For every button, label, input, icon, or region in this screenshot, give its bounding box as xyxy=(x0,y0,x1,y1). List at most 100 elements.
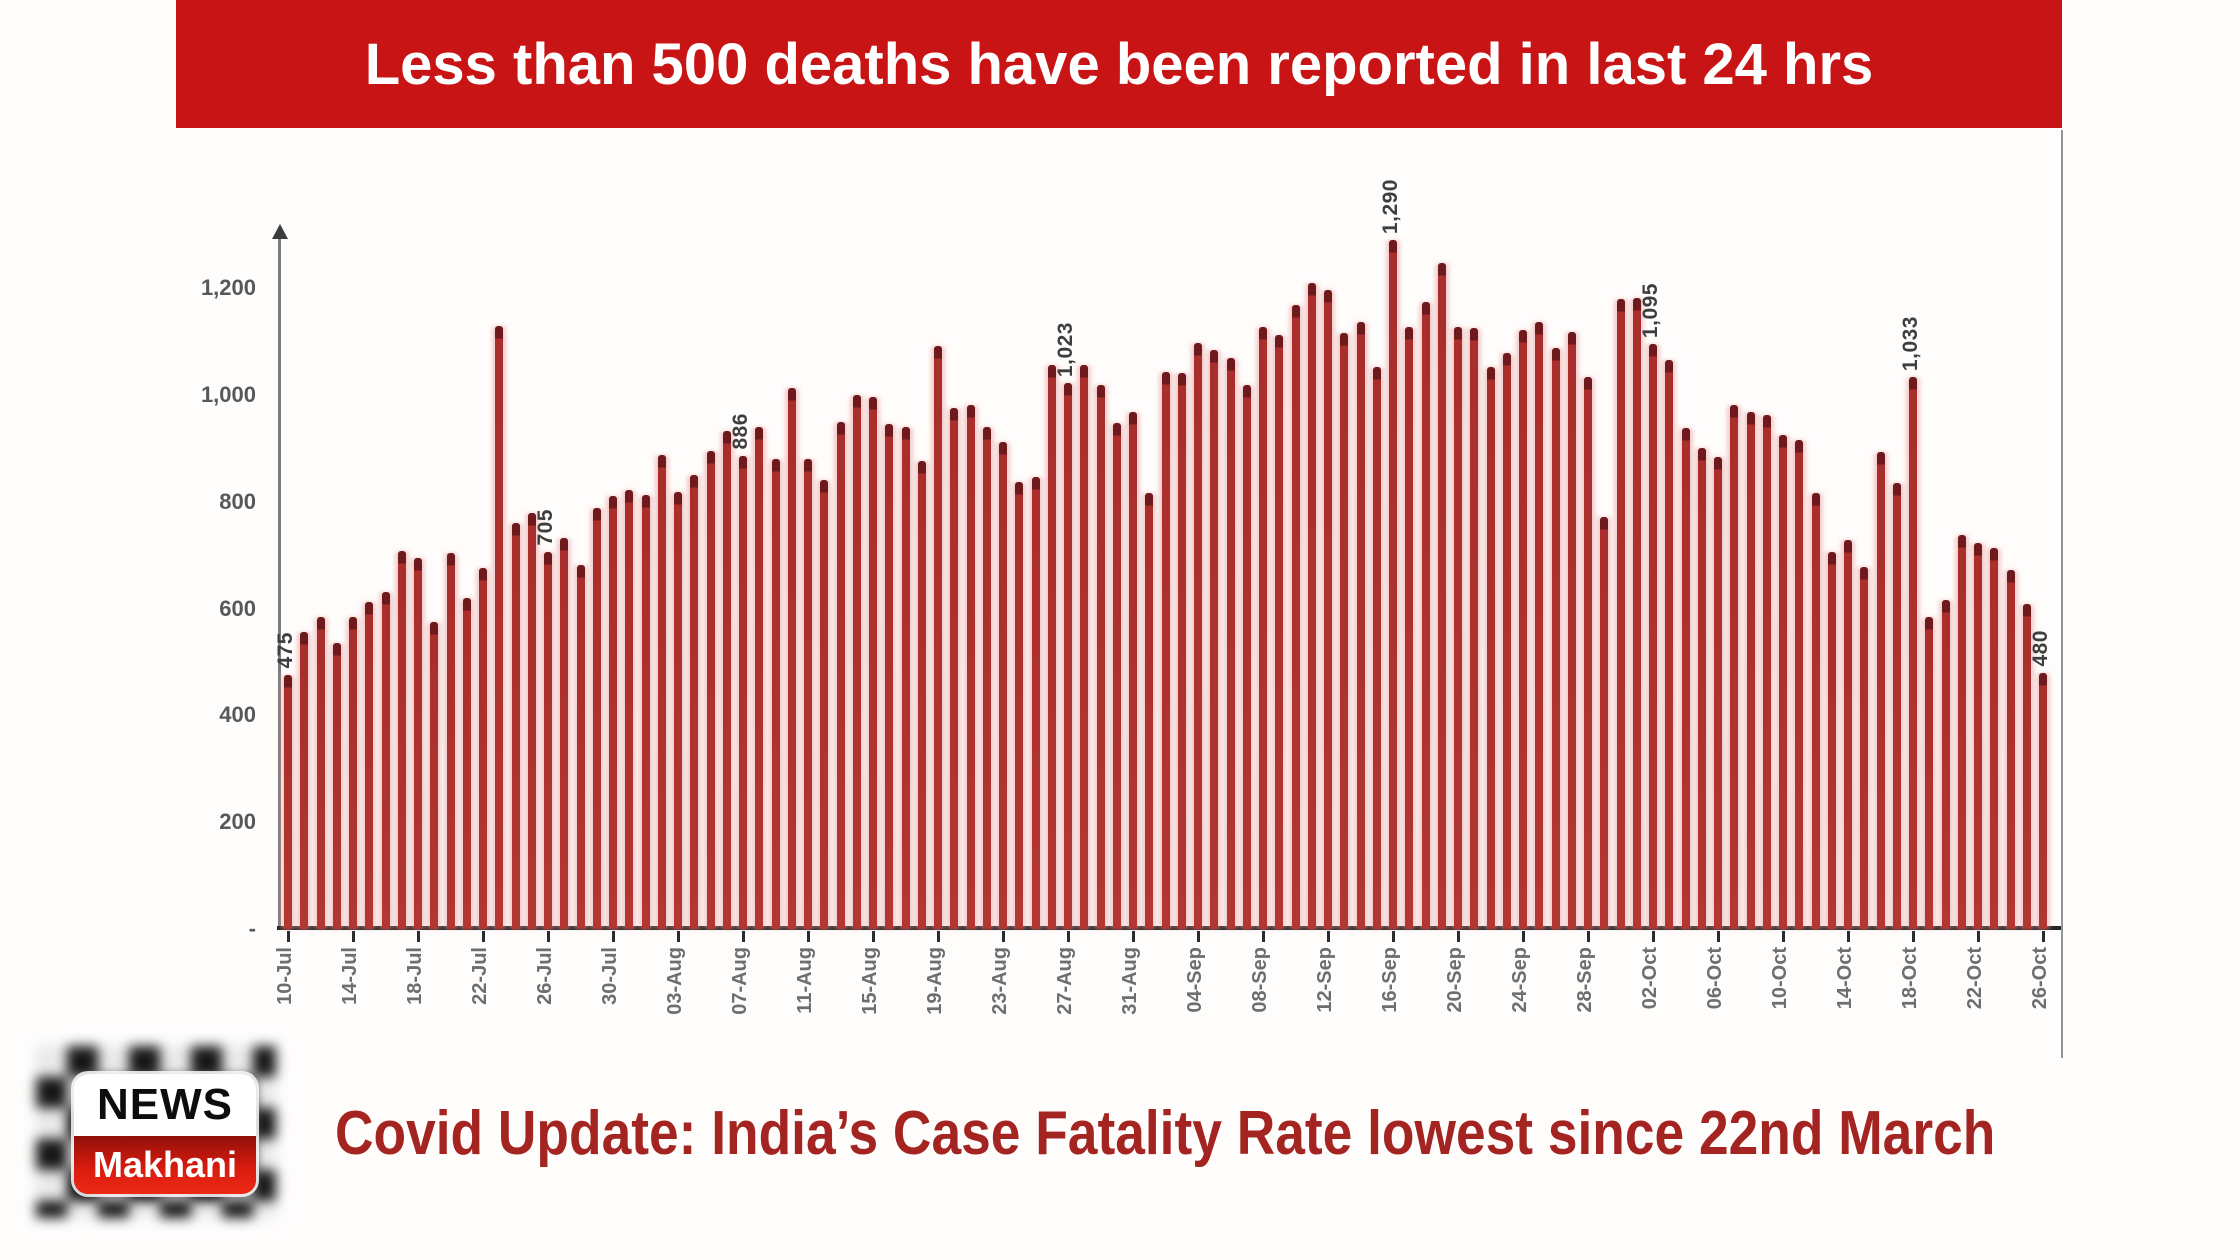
x-tick-mark xyxy=(1977,931,1980,942)
bar xyxy=(1405,327,1414,929)
bar-value-label: 1,290 xyxy=(1379,178,1402,234)
x-tick-mark xyxy=(287,931,290,942)
bar xyxy=(1811,493,1820,929)
bar xyxy=(1161,372,1170,929)
headline-banner: Less than 500 deaths have been reported … xyxy=(176,0,2062,128)
bar xyxy=(690,475,699,929)
bar xyxy=(495,326,504,929)
bar xyxy=(657,455,666,929)
x-tick-label: 26-Jul xyxy=(534,947,556,1005)
bar xyxy=(1714,457,1722,929)
bar xyxy=(1421,302,1430,929)
bar xyxy=(2022,604,2031,929)
bar xyxy=(787,388,796,929)
bar xyxy=(1827,552,1836,929)
bar-value-label: 475 xyxy=(274,632,297,669)
bar xyxy=(332,643,341,929)
y-tick-label: 1,200 xyxy=(200,275,256,301)
bar xyxy=(1600,517,1609,929)
bar xyxy=(349,617,357,929)
bar xyxy=(934,346,942,929)
x-tick-mark xyxy=(1457,931,1460,942)
bar xyxy=(1259,327,1267,929)
bar xyxy=(1584,377,1592,929)
x-tick-label: 04-Sep xyxy=(1184,947,1206,1013)
bar xyxy=(2006,570,2015,929)
x-tick-label: 16-Sep xyxy=(1379,947,1401,1013)
x-tick-label: 19-Aug xyxy=(924,947,946,1015)
x-tick-label: 31-Aug xyxy=(1119,947,1141,1015)
news-makhani-logo: NEWS Makhani xyxy=(36,1046,276,1218)
bar xyxy=(1909,377,1917,929)
bar xyxy=(1502,353,1511,929)
y-tick-label: 800 xyxy=(219,488,256,514)
y-axis xyxy=(278,238,281,929)
bar xyxy=(1096,385,1105,929)
bar xyxy=(1779,435,1787,929)
bar xyxy=(1665,360,1674,929)
x-tick-mark xyxy=(1522,931,1525,942)
x-tick-mark xyxy=(1717,931,1720,942)
x-tick-mark xyxy=(417,931,420,942)
bar xyxy=(592,508,601,929)
x-tick-mark xyxy=(937,931,940,942)
x-axis xyxy=(277,926,2063,930)
bar xyxy=(1762,415,1771,929)
y-tick-label: - xyxy=(248,916,256,941)
bar xyxy=(885,424,894,929)
x-tick-label: 06-Oct xyxy=(1704,947,1726,1010)
bar xyxy=(1242,385,1251,929)
bar xyxy=(950,408,959,929)
bar xyxy=(722,431,731,929)
bar xyxy=(706,451,715,929)
bar xyxy=(446,553,455,929)
bar xyxy=(739,456,747,929)
bar xyxy=(1275,335,1284,929)
x-tick-mark xyxy=(1002,931,1005,942)
bar xyxy=(1486,367,1495,929)
bar xyxy=(1990,548,1999,929)
x-tick-label: 20-Sep xyxy=(1444,947,1466,1013)
y-axis-arrow-icon xyxy=(272,224,288,239)
y-tick-label: 200 xyxy=(219,809,256,835)
bar xyxy=(1957,535,1966,929)
bar xyxy=(1047,365,1056,929)
bar xyxy=(1340,333,1349,929)
bar xyxy=(1876,452,1885,929)
bar xyxy=(771,459,780,929)
bar xyxy=(1892,483,1901,929)
bar xyxy=(641,495,650,929)
bar xyxy=(1974,543,1982,929)
bar xyxy=(1064,383,1072,929)
bar xyxy=(560,538,569,929)
x-tick-label: 22-Jul xyxy=(469,947,491,1005)
x-tick-mark xyxy=(1392,931,1395,942)
y-tick-label: 400 xyxy=(219,702,256,728)
bar xyxy=(901,427,910,929)
logo-card: NEWS Makhani xyxy=(74,1074,256,1194)
x-tick-label: 15-Aug xyxy=(859,947,881,1015)
x-tick-label: 14-Jul xyxy=(339,947,361,1005)
bar xyxy=(1567,332,1576,929)
bar xyxy=(462,598,471,929)
bar xyxy=(1746,412,1755,929)
bar xyxy=(869,397,877,929)
x-tick-label: 10-Oct xyxy=(1769,947,1791,1010)
plot-right-border xyxy=(2061,130,2063,1058)
headline-text: Less than 500 deaths have been reported … xyxy=(364,31,1874,97)
x-tick-label: 07-Aug xyxy=(729,947,751,1015)
x-tick-mark xyxy=(482,931,485,942)
x-tick-mark xyxy=(1847,931,1850,942)
bar-value-label: 886 xyxy=(729,413,752,450)
bar xyxy=(284,675,292,929)
bar xyxy=(1844,540,1852,929)
x-tick-mark xyxy=(1197,931,1200,942)
bar xyxy=(397,551,406,929)
x-tick-mark xyxy=(1782,931,1785,942)
bar xyxy=(1210,350,1219,929)
x-tick-mark xyxy=(1327,931,1330,942)
bar xyxy=(804,459,812,929)
bar xyxy=(1941,600,1950,929)
x-tick-label: 18-Oct xyxy=(1899,947,1921,1010)
x-tick-label: 11-Aug xyxy=(794,947,816,1014)
